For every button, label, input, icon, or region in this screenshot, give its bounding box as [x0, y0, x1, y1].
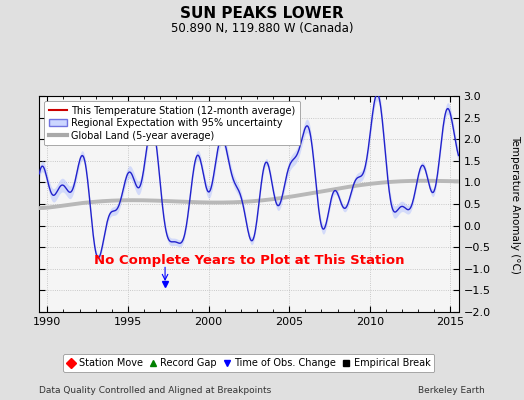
- Legend: Station Move, Record Gap, Time of Obs. Change, Empirical Break: Station Move, Record Gap, Time of Obs. C…: [63, 354, 434, 372]
- Y-axis label: Temperature Anomaly (°C): Temperature Anomaly (°C): [510, 134, 520, 274]
- Text: Data Quality Controlled and Aligned at Breakpoints: Data Quality Controlled and Aligned at B…: [39, 386, 271, 395]
- Text: SUN PEAKS LOWER: SUN PEAKS LOWER: [180, 6, 344, 21]
- Text: No Complete Years to Plot at This Station: No Complete Years to Plot at This Statio…: [94, 254, 404, 267]
- Text: Berkeley Earth: Berkeley Earth: [418, 386, 485, 395]
- Text: 50.890 N, 119.880 W (Canada): 50.890 N, 119.880 W (Canada): [171, 22, 353, 35]
